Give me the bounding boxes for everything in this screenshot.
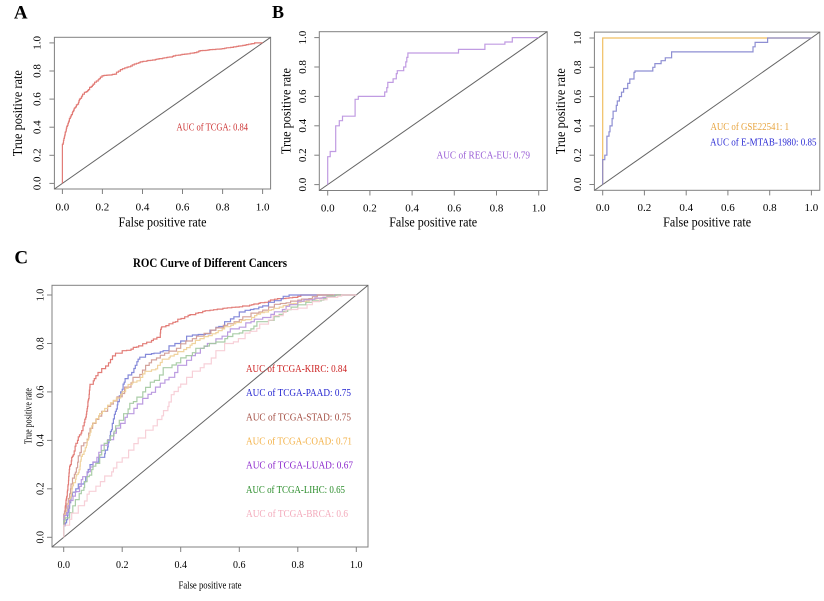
- svg-text:0.6: 0.6: [176, 202, 190, 214]
- svg-text:0.6: 0.6: [572, 89, 584, 103]
- svg-text:AUC of RECA-EU: 0.79: AUC of RECA-EU: 0.79: [437, 150, 531, 162]
- svg-text:False positive rate: False positive rate: [119, 214, 207, 229]
- svg-text:0.8: 0.8: [292, 560, 305, 571]
- svg-text:True positive rate: True positive rate: [10, 70, 25, 156]
- svg-text:0.6: 0.6: [31, 92, 43, 106]
- svg-text:0.2: 0.2: [572, 148, 584, 162]
- svg-text:0.4: 0.4: [405, 202, 419, 214]
- svg-text:AUC of TCGA-LIHC: 0.65: AUC of TCGA-LIHC: 0.65: [246, 485, 345, 496]
- svg-text:0.8: 0.8: [763, 202, 777, 214]
- svg-text:B: B: [272, 2, 284, 22]
- svg-text:AUC of TCGA-KIRC: 0.84: AUC of TCGA-KIRC: 0.84: [246, 364, 348, 375]
- svg-text:AUC of TCGA-STAD: 0.75: AUC of TCGA-STAD: 0.75: [246, 412, 351, 423]
- svg-text:1.0: 1.0: [36, 289, 47, 302]
- svg-text:0.0: 0.0: [57, 560, 70, 571]
- svg-text:0.4: 0.4: [36, 434, 47, 447]
- svg-text:0.0: 0.0: [321, 202, 335, 214]
- svg-text:0.0: 0.0: [297, 177, 309, 191]
- svg-text:0.8: 0.8: [36, 337, 47, 350]
- svg-text:0.6: 0.6: [297, 89, 309, 103]
- svg-text:1.0: 1.0: [350, 560, 363, 571]
- svg-text:0.0: 0.0: [36, 531, 47, 544]
- svg-text:1.0: 1.0: [572, 31, 584, 45]
- svg-text:AUC of TCGA: 0.84: AUC of TCGA: 0.84: [177, 122, 249, 134]
- svg-text:True positive rate: True positive rate: [279, 68, 294, 154]
- svg-text:0.2: 0.2: [96, 202, 110, 214]
- svg-text:0.2: 0.2: [116, 560, 129, 571]
- svg-text:AUC of GSE22541: 1: AUC of GSE22541: 1: [711, 121, 790, 133]
- svg-text:C: C: [14, 247, 28, 268]
- svg-text:0.6: 0.6: [233, 560, 246, 571]
- svg-text:AUC of TCGA-LUAD: 0.67: AUC of TCGA-LUAD: 0.67: [246, 461, 353, 472]
- svg-text:1.0: 1.0: [256, 202, 270, 214]
- svg-text:False positive rate: False positive rate: [663, 214, 751, 229]
- svg-text:AUC of TCGA-PAAD: 0.75: AUC of TCGA-PAAD: 0.75: [246, 388, 351, 399]
- svg-text:0.2: 0.2: [638, 202, 652, 214]
- svg-text:0.0: 0.0: [596, 202, 610, 214]
- svg-text:1.0: 1.0: [532, 202, 546, 214]
- svg-text:0.0: 0.0: [572, 177, 584, 191]
- svg-text:0.4: 0.4: [297, 118, 309, 132]
- svg-text:A: A: [14, 3, 28, 24]
- svg-text:AUC of TCGA-BRCA: 0.6: AUC of TCGA-BRCA: 0.6: [246, 509, 348, 520]
- svg-text:AUC of TCGA-COAD: 0.71: AUC of TCGA-COAD: 0.71: [246, 437, 352, 448]
- svg-text:0.8: 0.8: [216, 202, 230, 214]
- svg-text:True positive rate: True positive rate: [553, 68, 568, 154]
- svg-text:0.2: 0.2: [36, 483, 47, 496]
- svg-text:0.0: 0.0: [56, 202, 70, 214]
- svg-text:AUC of E-MTAB-1980: 0.85: AUC of E-MTAB-1980: 0.85: [710, 137, 817, 149]
- svg-text:0.4: 0.4: [136, 202, 150, 214]
- svg-text:0.8: 0.8: [31, 64, 43, 78]
- svg-text:0.6: 0.6: [36, 386, 47, 399]
- svg-text:ROC Curve of Different Cancers: ROC Curve of Different Cancers: [133, 256, 287, 270]
- svg-text:True positive rate: True positive rate: [24, 388, 35, 444]
- svg-text:0.4: 0.4: [31, 120, 43, 134]
- svg-text:0.4: 0.4: [572, 119, 584, 133]
- svg-text:0.4: 0.4: [174, 560, 187, 571]
- svg-text:0.8: 0.8: [490, 202, 504, 214]
- svg-text:0.4: 0.4: [679, 202, 693, 214]
- svg-text:0.2: 0.2: [31, 148, 43, 162]
- svg-text:False positive rate: False positive rate: [179, 580, 242, 591]
- svg-text:False positive rate: False positive rate: [389, 214, 477, 229]
- svg-text:1.0: 1.0: [805, 202, 819, 214]
- svg-text:1.0: 1.0: [297, 30, 309, 44]
- svg-text:0.6: 0.6: [447, 202, 461, 214]
- svg-text:0.8: 0.8: [297, 60, 309, 74]
- svg-text:0.6: 0.6: [721, 202, 735, 214]
- svg-text:0.8: 0.8: [572, 60, 584, 74]
- svg-text:1.0: 1.0: [31, 36, 43, 50]
- svg-text:0.2: 0.2: [363, 202, 377, 214]
- svg-text:0.2: 0.2: [297, 148, 309, 162]
- svg-text:0.0: 0.0: [31, 176, 43, 190]
